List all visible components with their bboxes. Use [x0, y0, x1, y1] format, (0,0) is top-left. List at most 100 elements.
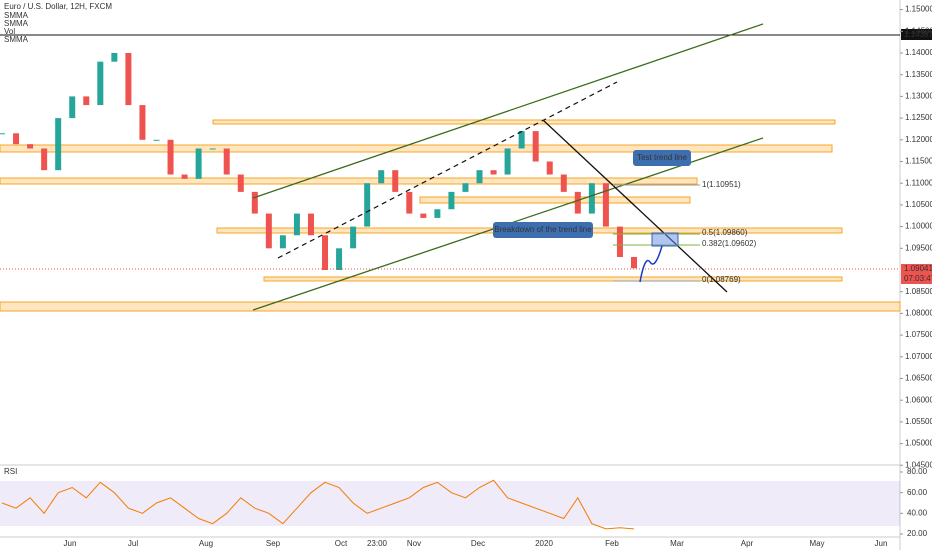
time-label: May [809, 539, 824, 548]
indicator: SMMA [4, 11, 29, 20]
zone [0, 177, 698, 185]
time-label: Jun [64, 539, 77, 548]
candle [631, 256, 637, 269]
last-tag [901, 264, 932, 284]
callout-text: Breakdown of the trend line [494, 225, 592, 234]
rsi-line [1, 479, 635, 530]
time-label: Jul [128, 539, 138, 548]
price-tick-label: 1.09500 [905, 243, 932, 252]
candle [616, 226, 623, 257]
candle [406, 191, 413, 214]
price-tick-label: 1.06000 [905, 395, 932, 404]
time-label: Dec [471, 539, 485, 548]
candle [518, 131, 525, 149]
price-tick-label: 1.12000 [905, 135, 932, 144]
candle [181, 174, 188, 179]
zone [263, 276, 843, 282]
candle [588, 183, 595, 214]
price-tick-label: 1.04500 [905, 460, 932, 469]
callout-text: Test trend line [637, 153, 687, 162]
price-tick-label: 1.10500 [905, 200, 932, 209]
candle [574, 191, 581, 214]
zone [0, 144, 833, 153]
candle [448, 191, 455, 210]
candle [69, 96, 76, 119]
last-label: 1.09041 [904, 264, 932, 273]
candle [476, 170, 483, 184]
candle [55, 118, 62, 171]
candle [350, 226, 357, 249]
dashed-trend [277, 81, 618, 259]
candle [153, 139, 160, 141]
candle [322, 235, 329, 270]
time-label: Jun [875, 539, 888, 548]
level-label: 1.14387 [904, 30, 932, 39]
price-tick-label: 1.05000 [905, 439, 932, 448]
price-tick-label: 1.05500 [905, 417, 932, 426]
level-tag [901, 29, 932, 40]
candle [392, 170, 399, 192]
time-label: 23:00 [367, 539, 388, 548]
candle [0, 133, 5, 135]
candle [293, 213, 300, 236]
rsi-tick-label: 20.00 [907, 529, 928, 538]
price-tick-label: 1.12500 [905, 113, 932, 122]
price-tick-label: 1.11500 [905, 157, 932, 166]
channel-upper [252, 23, 764, 199]
indicator: SMMA [4, 35, 29, 44]
candle [139, 105, 146, 140]
time-label: 2020 [535, 539, 553, 548]
candle [41, 148, 48, 171]
time-label: Sep [266, 539, 281, 548]
fib-label: 0.5(1.09860) [702, 228, 748, 237]
candle [125, 53, 132, 106]
candle [265, 213, 272, 249]
price-tick-label: 1.15000 [905, 5, 932, 14]
price-tick-label: 1.07500 [905, 330, 932, 339]
zone [0, 301, 901, 312]
rsi-tick-label: 60.00 [907, 488, 928, 497]
indicator: Vol [4, 27, 15, 36]
rsi-tick-label: 80.00 [907, 467, 928, 476]
candle [111, 53, 118, 62]
candle [97, 61, 104, 106]
candle [462, 183, 469, 192]
candle [490, 170, 497, 175]
candle [560, 174, 567, 192]
candle [307, 213, 314, 236]
indicator: SMMA [4, 19, 29, 28]
candle [420, 213, 427, 218]
candle [504, 148, 511, 175]
candle [27, 144, 34, 149]
candle [167, 139, 174, 175]
fib-label: 0(1.08769) [702, 275, 741, 284]
down-trend [542, 119, 728, 293]
candle [251, 191, 258, 214]
target-box [651, 232, 679, 247]
candle [378, 170, 385, 184]
candles [0, 53, 637, 270]
rsi-tick-label: 40.00 [907, 508, 928, 517]
time-label: Nov [407, 539, 421, 548]
fib-label: 0.382(1.09602) [702, 239, 757, 248]
candle [83, 96, 90, 106]
symbol: Euro / U.S. Dollar, 12H, FXCM [4, 2, 112, 11]
countdown: 07:03:47 [904, 274, 932, 283]
price-tick-label: 1.06500 [905, 374, 932, 383]
price-tick-label: 1.10000 [905, 222, 932, 231]
time-label: Mar [670, 539, 684, 548]
candle [279, 235, 286, 249]
price-tick-label: 1.13500 [905, 70, 932, 79]
candle [336, 248, 343, 270]
rsi-label: RSI [4, 467, 17, 476]
price-tick-label: 1.08000 [905, 309, 932, 318]
candle [13, 133, 20, 145]
projection-arrow [639, 245, 663, 283]
time-label: Aug [199, 539, 213, 548]
zone [419, 196, 691, 204]
candle [364, 183, 371, 227]
rsi-band [0, 481, 900, 526]
price-tick-label: 1.07000 [905, 352, 932, 361]
